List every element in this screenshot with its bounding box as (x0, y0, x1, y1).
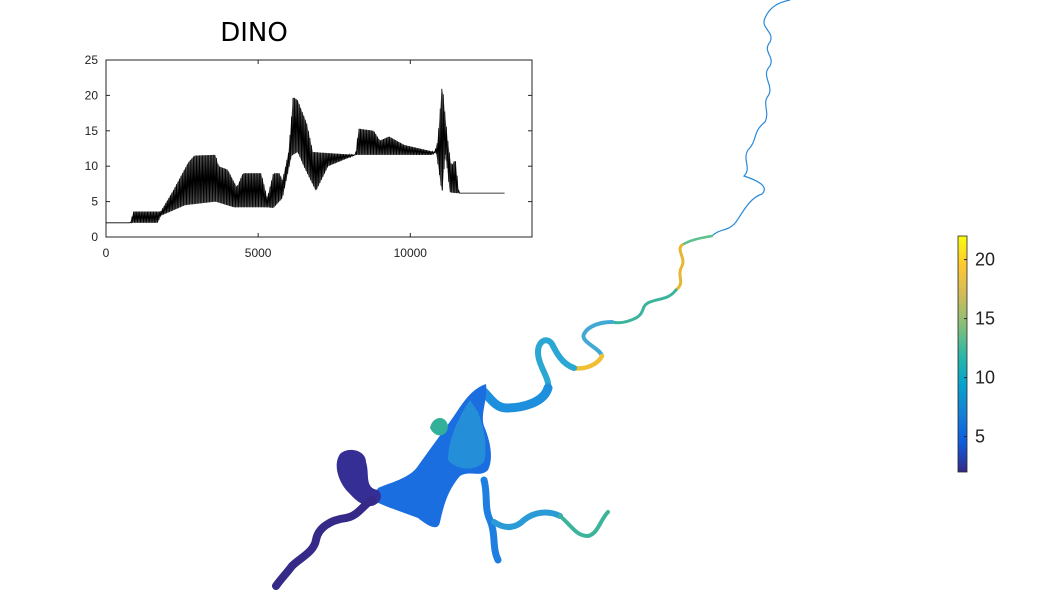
y-tick-label: 20 (85, 88, 99, 102)
colorbar-ticks: 5 10 15 20 (964, 250, 995, 447)
y-tick-label: 5 (91, 195, 98, 209)
y-axis-ticks: 0 5 10 15 20 25 (85, 53, 532, 244)
river-mid-channel (680, 234, 714, 247)
colorbar-tick-label: 10 (975, 368, 995, 388)
y-tick-label: 0 (91, 230, 98, 244)
x-axis-ticks: 0 5000 10000 (103, 60, 428, 260)
river-map (272, 0, 791, 590)
x-tick-label: 10000 (394, 246, 428, 260)
colorbar-bar (957, 235, 968, 473)
y-tick-label: 15 (85, 124, 99, 138)
series-line (106, 88, 505, 224)
x-tick-label: 5000 (245, 246, 272, 260)
x-tick-label: 0 (103, 246, 110, 260)
series-envelope (106, 88, 505, 223)
colorbar-tick-label: 5 (975, 427, 985, 447)
colorbar-tick-label: 20 (975, 250, 995, 270)
colorbar-tick-label: 15 (975, 309, 995, 329)
river-upper-channel (711, 0, 791, 237)
y-tick-label: 25 (85, 53, 99, 67)
chart-title: DINO (220, 18, 288, 48)
inset-line-chart: DINO 0 5000 10000 0 5 10 15 20 25 (85, 18, 533, 260)
river-left-arm (336, 449, 381, 506)
y-tick-label: 10 (85, 159, 99, 173)
colorbar: 5 10 15 20 (957, 235, 995, 473)
